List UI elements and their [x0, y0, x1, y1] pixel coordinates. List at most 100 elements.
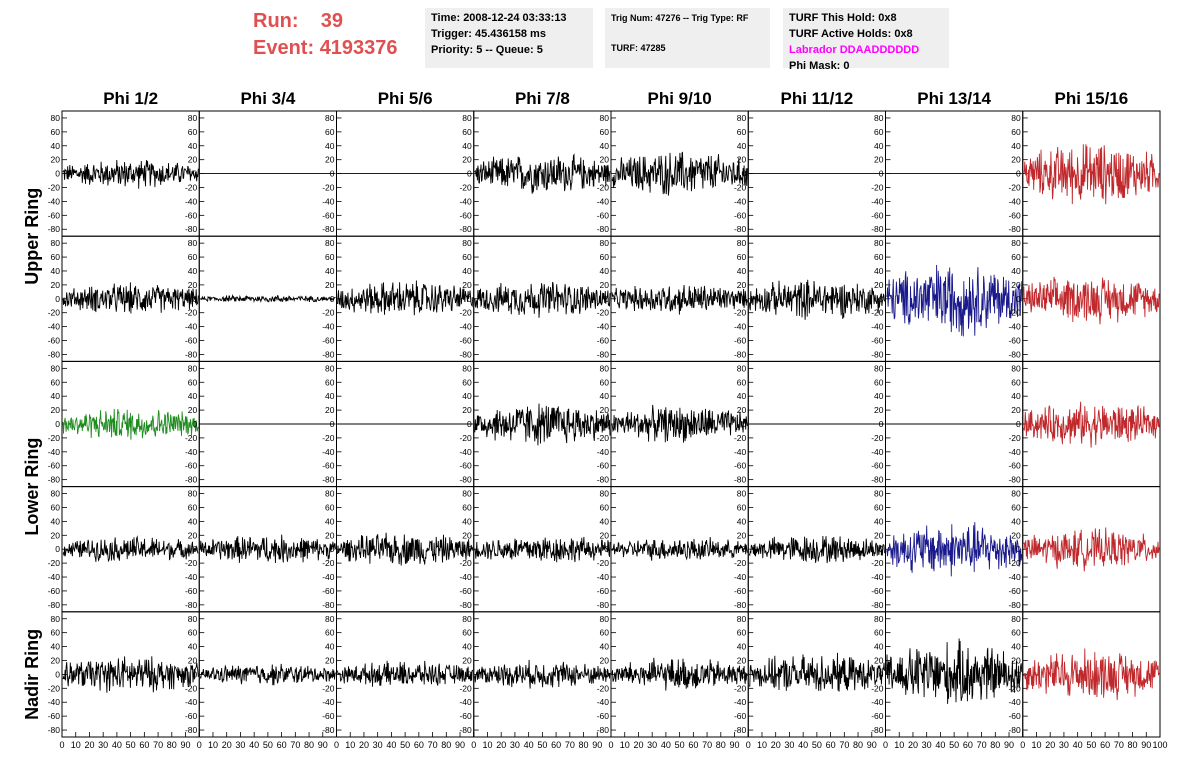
y-tick-label: 60	[737, 502, 747, 512]
y-tick-label: 20	[462, 530, 472, 540]
row-group-label: Upper Ring	[22, 188, 42, 285]
y-tick-label: -80	[597, 725, 610, 735]
y-tick-label: -60	[871, 461, 884, 471]
trig-text: Trig Num: 47276 -- Trig Type: RF	[611, 13, 749, 23]
y-tick-label: 0	[879, 669, 884, 679]
y-tick-label: -60	[871, 711, 884, 721]
y-tick-label: 20	[462, 405, 472, 415]
x-tick-label: 90	[455, 740, 465, 750]
column-header: Phi 7/8	[515, 89, 570, 108]
y-tick-label: -40	[871, 697, 884, 707]
y-tick-label: 40	[462, 391, 472, 401]
x-tick-label: 60	[414, 740, 424, 750]
turf-info-box: TURF This Hold: 0x8 TURF Active Holds: 0…	[783, 8, 949, 72]
y-tick-label: -80	[185, 224, 198, 234]
x-tick-label: 10	[757, 740, 767, 750]
y-tick-label: -80	[48, 725, 61, 735]
y-tick-label: 80	[325, 614, 335, 624]
x-tick-label: 20	[222, 740, 232, 750]
x-tick-label: 100	[1152, 740, 1167, 750]
y-tick-label: 60	[874, 502, 884, 512]
y-tick-label: -60	[597, 461, 610, 471]
y-tick-label: -20	[48, 683, 61, 693]
y-tick-label: -60	[871, 210, 884, 220]
y-tick-label: -40	[734, 447, 747, 457]
y-tick-label: 60	[462, 628, 472, 638]
y-tick-label: -80	[185, 349, 198, 359]
priority-text: Priority: 5 -- Queue: 5	[431, 44, 543, 56]
x-tick-label: 50	[537, 740, 547, 750]
run-label: Run:	[253, 10, 299, 32]
y-tick-label: 20	[325, 655, 335, 665]
y-tick-label: 20	[462, 155, 472, 165]
y-tick-label: 0	[467, 294, 472, 304]
y-tick-label: 40	[1011, 642, 1021, 652]
waveform-trace	[62, 656, 199, 693]
x-tick-label: 50	[949, 740, 959, 750]
y-tick-label: 80	[325, 489, 335, 499]
y-tick-label: -80	[597, 224, 610, 234]
waveform-trace	[611, 404, 748, 443]
y-tick-label: -40	[48, 697, 61, 707]
y-tick-label: 40	[600, 516, 610, 526]
y-tick-label: -80	[322, 475, 335, 485]
y-tick-label: -20	[48, 308, 61, 318]
x-tick-label: 0	[746, 740, 751, 750]
y-tick-label: -60	[734, 210, 747, 220]
y-tick-label: 60	[600, 127, 610, 137]
x-tick-label: 30	[373, 740, 383, 750]
y-tick-label: -40	[734, 322, 747, 332]
x-tick-label: 40	[112, 740, 122, 750]
y-tick-label: 60	[51, 377, 61, 387]
x-tick-label: 90	[318, 740, 328, 750]
y-tick-label: -20	[734, 433, 747, 443]
y-tick-label: -60	[185, 210, 198, 220]
y-tick-label: 20	[737, 530, 747, 540]
y-tick-label: -60	[322, 586, 335, 596]
y-tick-label: 20	[874, 155, 884, 165]
y-tick-label: 80	[462, 238, 472, 248]
y-tick-label: 40	[874, 391, 884, 401]
x-tick-label: 10	[894, 740, 904, 750]
y-tick-label: 60	[188, 127, 198, 137]
y-tick-label: 0	[1016, 544, 1021, 554]
x-tick-label: 90	[181, 740, 191, 750]
y-tick-label: -20	[734, 183, 747, 193]
x-tick-label: 10	[345, 740, 355, 750]
turf-this-hold: TURF This Hold: 0x8	[789, 12, 897, 24]
y-tick-label: 60	[188, 252, 198, 262]
y-tick-label: 60	[874, 628, 884, 638]
waveform-trace	[611, 285, 748, 315]
waveform-trace	[748, 652, 885, 692]
y-tick-label: -20	[322, 308, 335, 318]
y-tick-label: 60	[188, 502, 198, 512]
waveform-trace	[886, 264, 1023, 337]
y-tick-label: -80	[1008, 224, 1021, 234]
y-tick-label: -60	[1008, 461, 1021, 471]
x-tick-label: 20	[1045, 740, 1055, 750]
y-tick-label: 60	[1011, 252, 1021, 262]
y-tick-label: -80	[871, 725, 884, 735]
y-tick-label: -20	[185, 683, 198, 693]
y-tick-label: -60	[322, 461, 335, 471]
y-tick-label: 80	[51, 363, 61, 373]
y-tick-label: -60	[734, 586, 747, 596]
y-tick-label: 60	[1011, 377, 1021, 387]
y-tick-label: -20	[48, 558, 61, 568]
event-label: Event:	[253, 37, 315, 59]
y-tick-label: -80	[459, 600, 472, 610]
x-tick-label: 0	[1020, 740, 1025, 750]
y-tick-label: -80	[1008, 475, 1021, 485]
y-tick-label: 40	[325, 516, 335, 526]
y-tick-label: -80	[871, 600, 884, 610]
y-tick-label: 20	[1011, 280, 1021, 290]
y-tick-label: -40	[734, 572, 747, 582]
waveform-trace	[62, 159, 199, 189]
y-tick-label: -20	[597, 308, 610, 318]
waveform-trace	[886, 638, 1023, 704]
y-tick-label: -40	[597, 196, 610, 206]
y-tick-label: 60	[600, 377, 610, 387]
time-info-box: Time: 2008-12-24 03:33:13 Trigger: 45.43…	[425, 8, 593, 68]
y-tick-label: 80	[462, 363, 472, 373]
y-tick-label: 20	[325, 155, 335, 165]
